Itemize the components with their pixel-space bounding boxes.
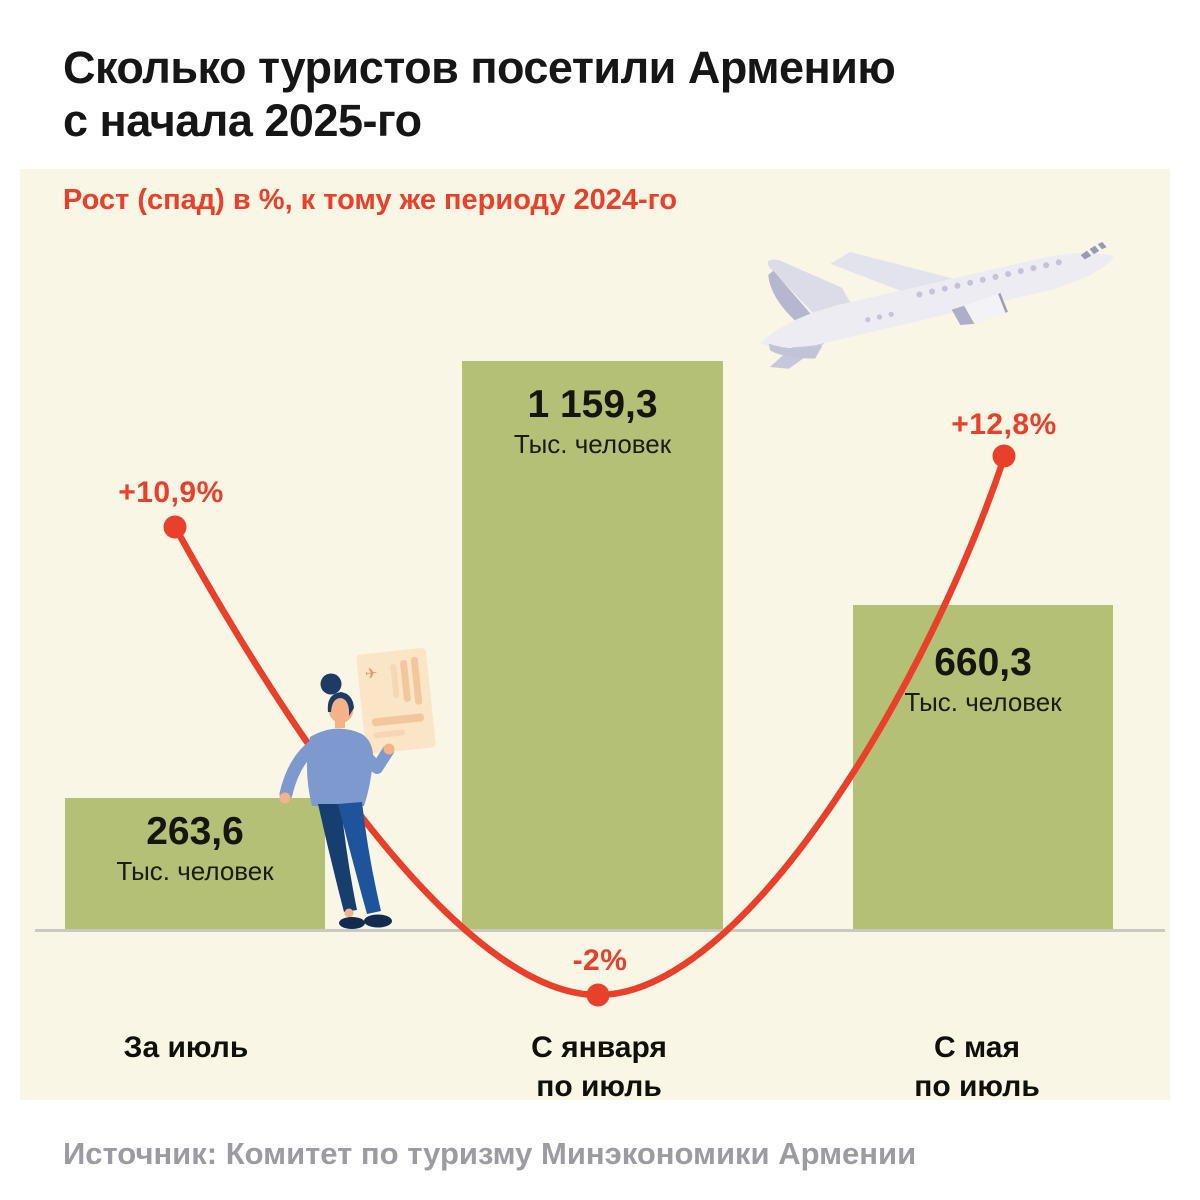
- chart-subtitle: Рост (спад) в %, к тому же периоду 2024-…: [63, 184, 678, 216]
- bar-may-july: 660,3 Тыс. человек: [853, 605, 1113, 930]
- bar-unit: Тыс. человек: [116, 855, 274, 886]
- bar-value: 660,3: [934, 641, 1032, 684]
- bar-value: 263,6: [146, 810, 244, 853]
- pct-label-january-july: -2%: [572, 944, 628, 977]
- pct-label-may-july: +12,8%: [951, 408, 1057, 441]
- axis-label-january-july: С января по июль: [531, 1031, 667, 1103]
- axis-label-may-july: С мая по июль: [914, 1031, 1040, 1103]
- bar-january-july: 1 159,3 Тыс. человек: [462, 361, 723, 930]
- bar-july: 263,6 Тыс. человек: [65, 798, 325, 930]
- pct-label-july: +10,9%: [118, 476, 224, 509]
- page-title: Сколько туристов посетили Армению с нача…: [63, 42, 896, 146]
- x-axis-line: [35, 929, 1165, 932]
- bar-value: 1 159,3: [527, 383, 658, 426]
- source-caption: Источник: Комитет по туризму Минэкономик…: [63, 1136, 917, 1171]
- axis-label-july: За июль: [123, 1031, 249, 1064]
- bar-unit: Тыс. человек: [904, 686, 1062, 717]
- bar-unit: Тыс. человек: [513, 428, 672, 459]
